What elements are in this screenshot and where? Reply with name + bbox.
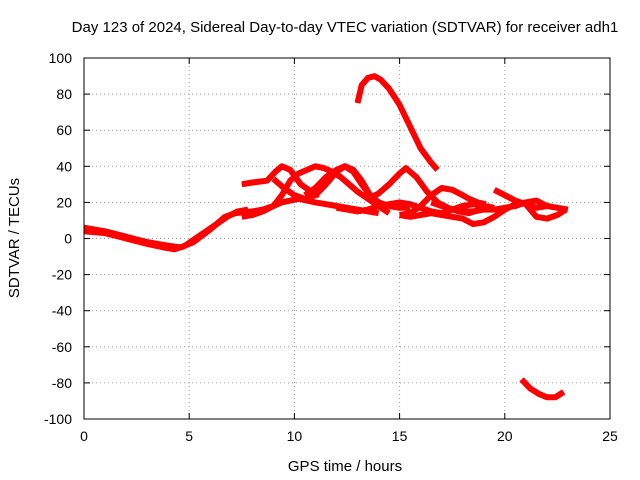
x-axis-label: GPS time / hours: [288, 458, 402, 475]
x-tick-label: 0: [80, 428, 88, 444]
series-line-track-7: [303, 163, 381, 205]
plot-frame: [83, 57, 611, 420]
y-tick-label: -40: [52, 303, 72, 319]
series-line-track-11: [399, 185, 487, 218]
y-tick-label: 40: [56, 158, 72, 174]
x-tick-label: 20: [497, 428, 513, 444]
y-tick-label: 60: [56, 122, 72, 138]
series-line-track-15: [523, 202, 568, 222]
y-tick-label: -100: [44, 411, 72, 427]
y-tick-label: -80: [52, 375, 72, 391]
y-tick-label: 80: [56, 86, 72, 102]
y-tick-label: -60: [52, 339, 72, 355]
series-line-track-2: [83, 210, 237, 251]
axis-ticks: 0 5 10 15 20 25 -100 -80 -60 -40 -20 0 20 40 60 80 100: [44, 50, 618, 444]
x-tick-label: 15: [392, 428, 408, 444]
y-tick-label: -20: [52, 267, 72, 283]
x-tick-label: 10: [287, 428, 303, 444]
series-line-track-4: [241, 163, 321, 198]
chart-title: Day 123 of 2024, Sidereal Day-to-day VTE…: [72, 19, 619, 36]
series-line-track-5: [241, 163, 391, 220]
y-axis-label: SDTVAR / TECUs: [6, 178, 23, 298]
y-tick-label: 20: [56, 194, 72, 210]
x-tick-label: 5: [185, 428, 193, 444]
series-line-track-16: [519, 377, 566, 401]
grid: [84, 58, 610, 419]
y-tick-label: 0: [64, 231, 72, 247]
series-group: [83, 73, 569, 401]
x-tick-label: 25: [602, 428, 618, 444]
y-tick-label: 100: [49, 50, 73, 66]
series-line-track-9: [354, 73, 440, 172]
